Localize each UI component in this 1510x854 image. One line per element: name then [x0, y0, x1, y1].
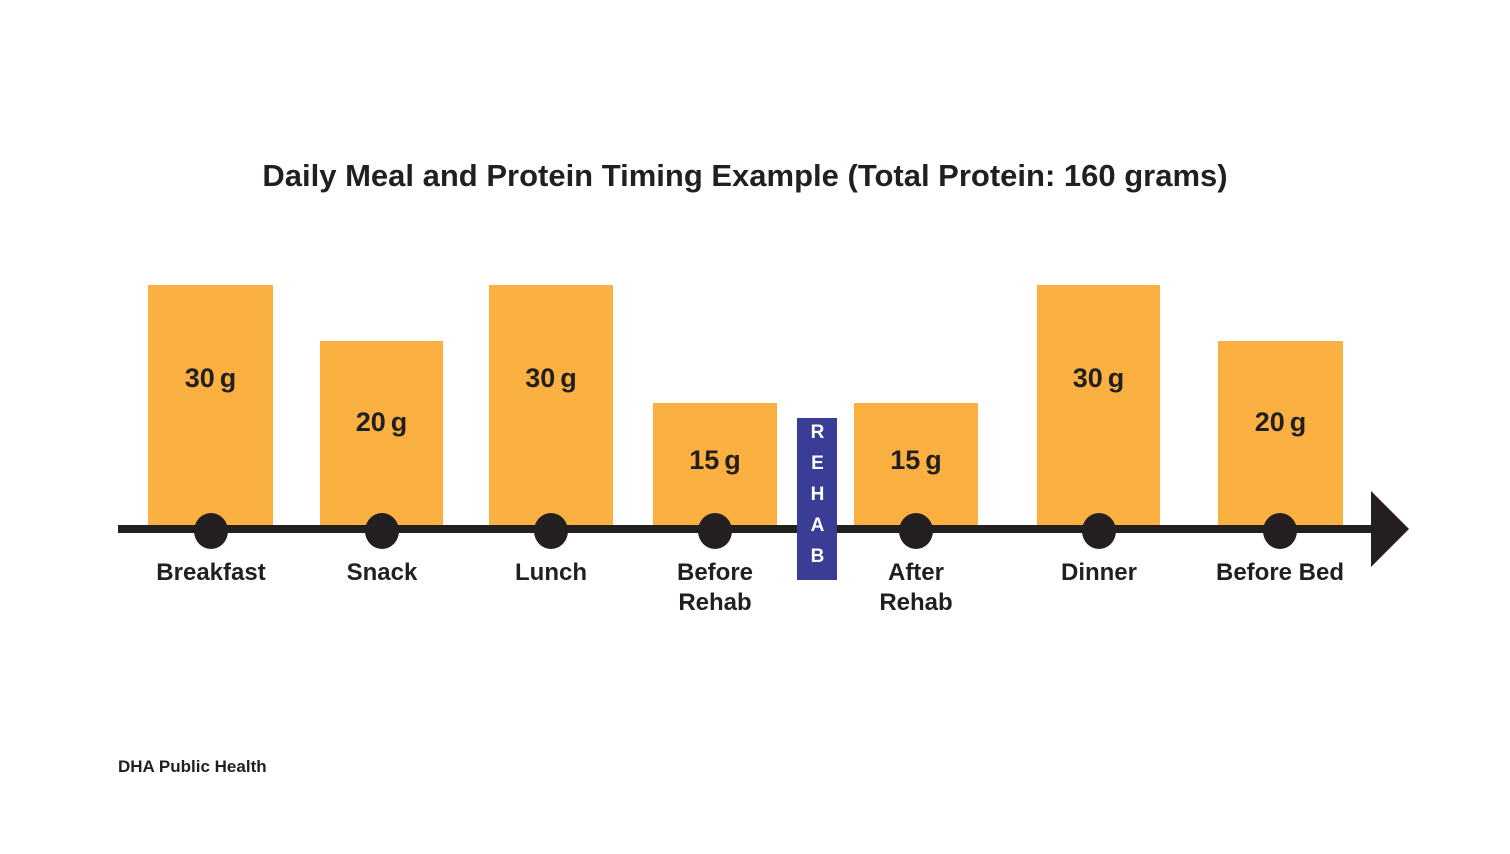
timeline-dot-before-bed: [1263, 513, 1297, 549]
bar-value-dinner: 30 g: [1073, 363, 1125, 526]
timeline-axis: [118, 525, 1372, 533]
meal-label-dinner: Dinner: [1060, 559, 1137, 586]
bar-value-number: 15: [689, 445, 720, 475]
timeline-arrowhead-icon: [1371, 491, 1409, 567]
bar-value-unit: g: [1107, 363, 1125, 393]
timeline-dot-snack: [365, 513, 399, 549]
meal-label-snack: Snack: [346, 559, 418, 586]
bar-value-number: 15: [890, 445, 921, 475]
bar-value-after-rehab: 15 g: [890, 445, 942, 526]
bar-value-unit: g: [724, 445, 741, 475]
bar-lunch: 30 g: [489, 285, 613, 526]
rehab-badge-label: REHAB: [807, 421, 828, 577]
meal-label-lunch: Lunch: [515, 559, 587, 586]
bar-value-unit: g: [219, 363, 237, 393]
meal-label-before-bed: Before Bed: [1215, 559, 1345, 586]
bar-value-lunch: 30 g: [525, 363, 577, 526]
bar-value-number: 30: [184, 363, 215, 393]
bar-value-before-bed: 20 g: [1255, 407, 1307, 526]
bar-value-number: 20: [355, 407, 386, 437]
bar-before-rehab: 15 g: [653, 403, 777, 526]
bar-value-unit: g: [560, 363, 577, 393]
meal-label-before-rehab: Before Rehab: [676, 559, 754, 616]
bar-value-breakfast: 30 g: [185, 363, 237, 526]
rehab-badge: REHAB: [797, 418, 837, 580]
bar-value-number: 30: [1072, 363, 1103, 393]
bar-value-unit: g: [1289, 407, 1307, 437]
bar-value-number: 20: [1254, 407, 1285, 437]
credit-text: DHA Public Health: [118, 757, 267, 776]
chart-title: Daily Meal and Protein Timing Example (T…: [262, 158, 1228, 193]
timeline-dot-after-rehab: [899, 513, 933, 549]
timeline-dot-breakfast: [194, 513, 228, 549]
bar-value-before-rehab: 15 g: [689, 445, 741, 526]
bar-before-bed: 20 g: [1218, 341, 1343, 526]
bar-snack: 20 g: [320, 341, 443, 526]
bar-value-unit: g: [925, 445, 942, 475]
bar-value-number: 30: [525, 363, 556, 393]
bar-dinner: 30 g: [1037, 285, 1160, 526]
meal-label-breakfast: Breakfast: [156, 559, 266, 586]
bar-breakfast: 30 g: [148, 285, 273, 526]
bar-after-rehab: 15 g: [854, 403, 978, 526]
bar-value-snack: 20 g: [356, 407, 408, 526]
timeline-dot-before-rehab: [698, 513, 732, 549]
timeline-dot-lunch: [534, 513, 568, 549]
bar-value-unit: g: [390, 407, 408, 437]
timeline-dot-dinner: [1082, 513, 1116, 549]
meal-label-after-rehab: After Rehab: [879, 559, 953, 616]
